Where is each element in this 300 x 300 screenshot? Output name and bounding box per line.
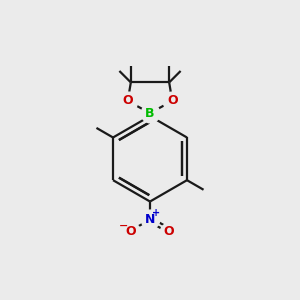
Text: O: O bbox=[122, 94, 133, 107]
Text: −: − bbox=[119, 221, 128, 231]
Text: +: + bbox=[152, 208, 160, 218]
Text: O: O bbox=[167, 94, 178, 107]
Text: O: O bbox=[125, 225, 136, 238]
Text: N: N bbox=[145, 213, 155, 226]
Text: B: B bbox=[145, 107, 155, 120]
Text: O: O bbox=[164, 225, 175, 238]
